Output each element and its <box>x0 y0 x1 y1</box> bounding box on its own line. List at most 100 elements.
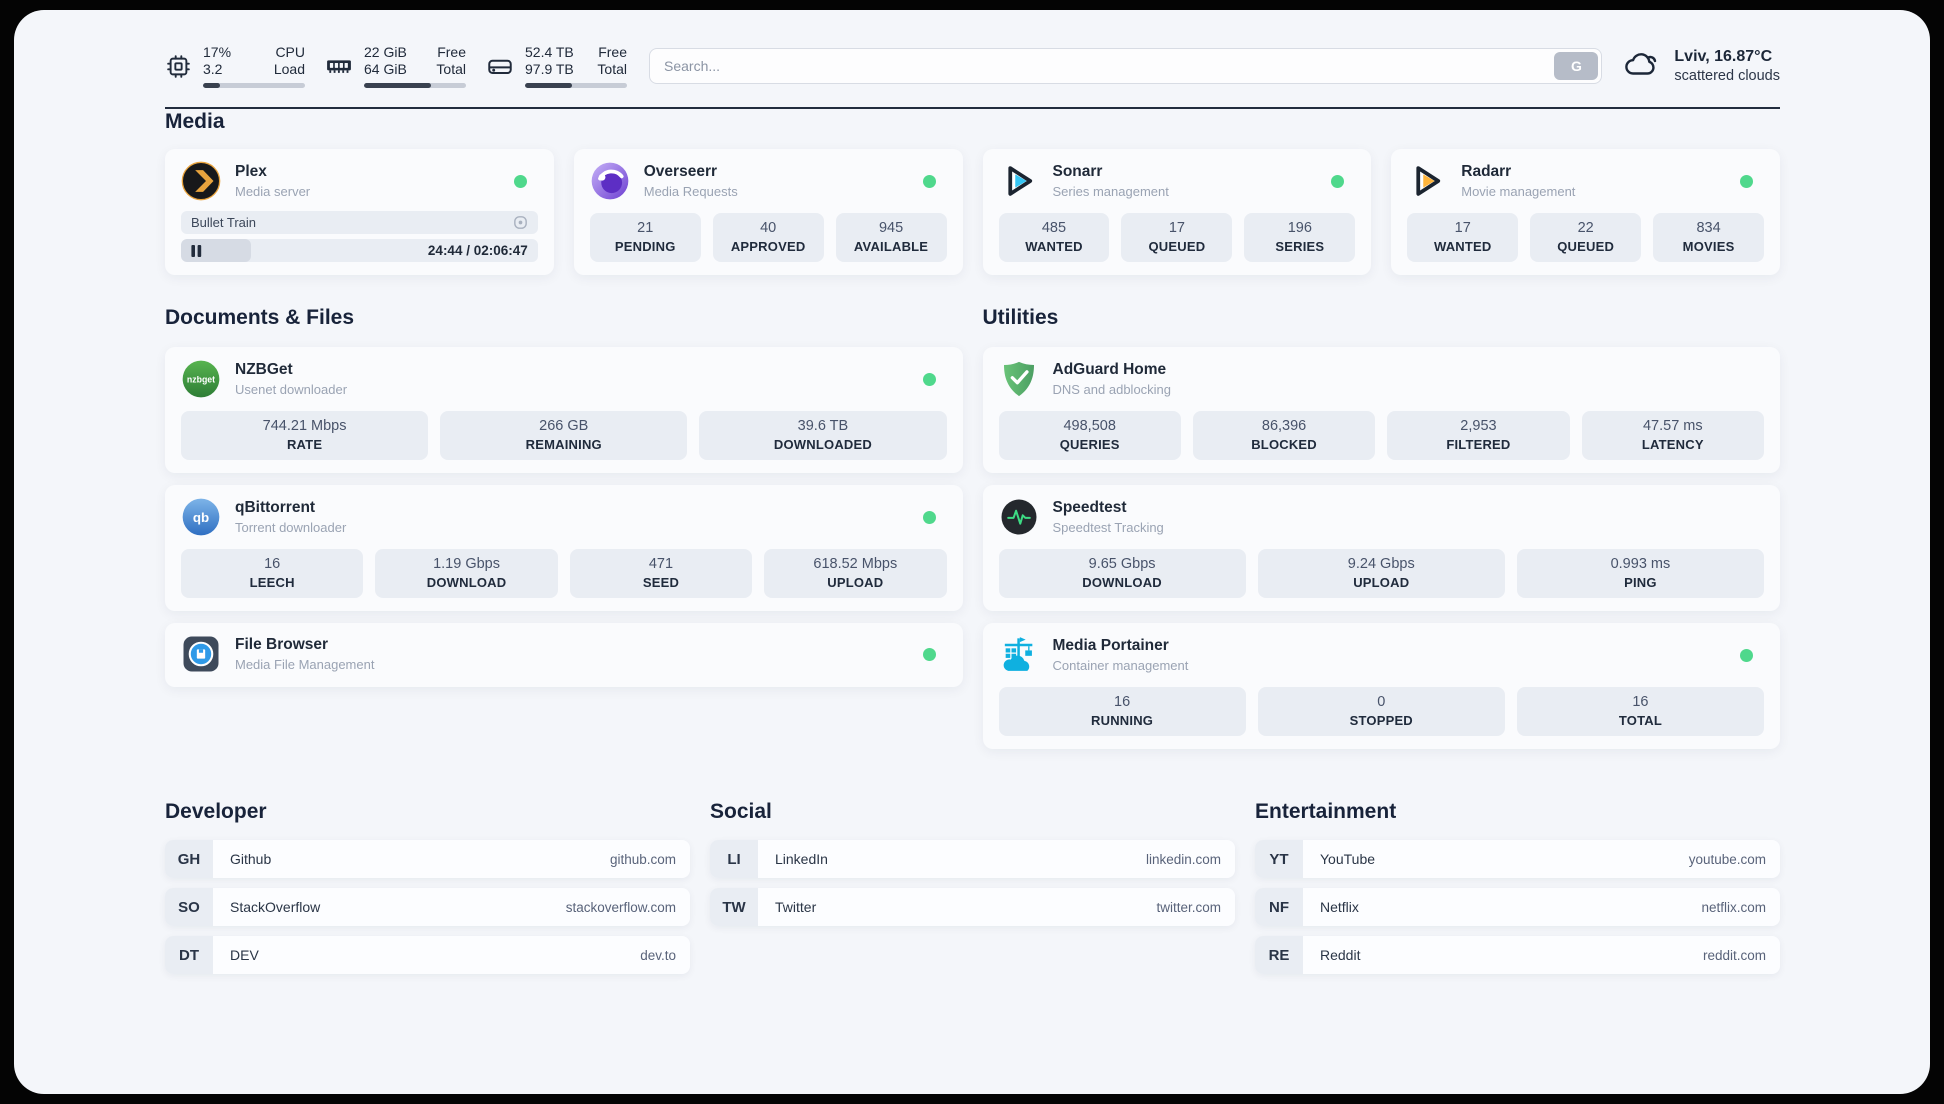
stat-download: 9.65 Gbps DOWNLOAD <box>998 549 1246 598</box>
pause-icon[interactable] <box>191 245 202 257</box>
app-title: qBittorrent <box>235 499 316 516</box>
stat-downloaded: 39.6 TB DOWNLOADED <box>699 411 947 460</box>
cpu-usage-widget: 17% CPU 3.2 Load <box>165 44 305 88</box>
memory-widget: 22 GiB Free 64 GiB Total <box>325 44 466 88</box>
dashboard-panel: 17% CPU 3.2 Load 22 GiB Free 64 GiB Total <box>14 10 1930 1094</box>
bookmark-name: Netflix <box>1320 899 1359 915</box>
stat-wanted: 17 WANTED <box>1407 213 1519 262</box>
stat-running: 16 RUNNING <box>998 687 1246 736</box>
app-title: Radarr <box>1461 163 1512 180</box>
app-title: AdGuard Home <box>1052 361 1167 378</box>
cpu-load-label: Load <box>273 61 305 77</box>
bookmark-stackoverflow[interactable]: SO StackOverflow stackoverflow.com <box>165 888 690 926</box>
ram-total-value: 64 GiB <box>364 61 407 77</box>
cpu-usage-bar-fill <box>203 83 221 88</box>
social-column: Social LI LinkedIn linkedin.com TW Twitt… <box>710 799 1235 974</box>
status-dot <box>922 510 936 524</box>
status-dot <box>922 372 936 386</box>
app-title: Sonarr <box>1052 163 1103 180</box>
ram-free-label: Free <box>437 44 466 60</box>
app-subtitle: Torrent downloader <box>235 520 347 535</box>
card-filebrowser[interactable]: File Browser Media File Management <box>165 623 963 687</box>
app-subtitle: Movie management <box>1461 184 1576 199</box>
media-grid: Plex Media server Bullet Train 24:44 / 0… <box>165 149 1780 275</box>
search-engine-button[interactable]: G <box>1554 52 1599 80</box>
card-sonarr[interactable]: Sonarr Series management 485 WANTED 17 Q… <box>982 149 1372 275</box>
stat-queued: 17 QUEUED <box>1121 213 1233 262</box>
stat-available: 945 AVAILABLE <box>835 213 947 262</box>
stat-wanted: 485 WANTED <box>998 213 1110 262</box>
bookmark-url: linkedin.com <box>1145 851 1221 867</box>
search-bar: G <box>649 48 1603 84</box>
section-title-utilities: Utilities <box>982 306 1059 329</box>
bookmark-url: github.com <box>609 851 676 867</box>
overseerr-icon <box>590 161 630 201</box>
app-title: File Browser <box>235 636 329 653</box>
app-subtitle: Media server <box>235 184 311 199</box>
card-qbittorrent[interactable]: qb qBittorrent Torrent downloader 16 LEE… <box>165 485 963 611</box>
card-adguard[interactable]: AdGuard Home DNS and adblocking 498,508 … <box>982 347 1780 473</box>
entertainment-column: Entertainment YT YouTube youtube.com NF … <box>1255 799 1780 974</box>
bookmark-url: twitter.com <box>1156 899 1221 915</box>
card-plex[interactable]: Plex Media server Bullet Train 24:44 / 0… <box>165 149 554 275</box>
status-dot <box>922 174 936 188</box>
stat-filtered: 2,953 FILTERED <box>1387 411 1570 460</box>
disk-total-label: Total <box>597 61 627 77</box>
bookmark-youtube[interactable]: YT YouTube youtube.com <box>1255 840 1780 878</box>
disk-usage-bar <box>525 83 627 88</box>
cpu-usage-value: 17% <box>203 44 232 60</box>
bookmark-name: StackOverflow <box>230 899 321 915</box>
card-portainer[interactable]: Media Portainer Container management 16 … <box>982 623 1780 749</box>
card-radarr[interactable]: Radarr Movie management 17 WANTED 22 QUE… <box>1391 149 1780 275</box>
ram-usage-bar-fill <box>364 83 432 88</box>
top-bar: 17% CPU 3.2 Load 22 GiB Free 64 GiB Total <box>165 38 1780 94</box>
app-subtitle: Container management <box>1052 658 1189 673</box>
developer-column: Developer GH Github github.com SO StackO… <box>165 799 690 974</box>
ram-icon <box>325 52 353 80</box>
ram-usage-bar <box>364 83 466 88</box>
app-subtitle: Speedtest Tracking <box>1052 520 1164 535</box>
bookmark-abbr: DT <box>165 936 213 974</box>
bookmark-netflix[interactable]: NF Netflix netflix.com <box>1255 888 1780 926</box>
filebrowser-icon <box>181 634 221 674</box>
bookmark-name: Twitter <box>775 899 817 915</box>
qbittorrent-icon-text: qb <box>193 510 209 525</box>
portainer-icon <box>999 635 1039 675</box>
ram-free-value: 22 GiB <box>364 44 407 60</box>
status-dot <box>1331 174 1345 188</box>
stat-series: 196 SERIES <box>1244 213 1356 262</box>
disk-total-value: 97.9 TB <box>525 61 574 77</box>
speedtest-icon <box>999 497 1039 537</box>
search-input[interactable] <box>649 48 1603 84</box>
bookmark-reddit[interactable]: RE Reddit reddit.com <box>1255 936 1780 974</box>
card-overseerr[interactable]: Overseerr Media Requests 21 PENDING 40 A… <box>573 149 963 275</box>
stat-queued: 22 QUEUED <box>1530 213 1642 262</box>
bookmark-abbr: LI <box>710 840 758 878</box>
app-subtitle: Series management <box>1052 184 1169 199</box>
bookmark-abbr: NF <box>1255 888 1303 926</box>
bookmark-linkedin[interactable]: LI LinkedIn linkedin.com <box>710 840 1235 878</box>
bookmark-name: LinkedIn <box>775 851 828 867</box>
disk-icon <box>486 52 514 80</box>
stat-latency: 47.57 ms LATENCY <box>1581 411 1764 460</box>
utilities-column: Utilities AdGuard Home DNS and adblockin… <box>982 305 1780 749</box>
header-divider <box>165 107 1780 109</box>
card-speedtest[interactable]: Speedtest Speedtest Tracking 9.65 Gbps D… <box>982 485 1780 611</box>
system-stats: 17% CPU 3.2 Load 22 GiB Free 64 GiB Total <box>165 44 627 88</box>
app-subtitle: Media Requests <box>643 184 738 199</box>
app-subtitle: Media File Management <box>235 657 375 672</box>
stat-remaining: 266 GB REMAINING <box>440 411 688 460</box>
plex-progress-bar[interactable]: 24:44 / 02:06:47 <box>181 239 538 262</box>
status-dot <box>1740 648 1753 662</box>
weather-condition: scattered clouds <box>1674 67 1780 84</box>
bookmark-dev[interactable]: DT DEV dev.to <box>165 936 690 974</box>
bookmark-twitter[interactable]: TW Twitter twitter.com <box>710 888 1235 926</box>
app-title: Overseerr <box>643 163 718 180</box>
stat-pending: 21 PENDING <box>589 213 701 262</box>
bookmark-name: DEV <box>230 947 259 963</box>
bookmark-url: youtube.com <box>1688 851 1766 867</box>
nzbget-icon-text: nzbget <box>187 374 215 384</box>
card-nzbget[interactable]: nzbget NZBGet Usenet downloader 744.21 M… <box>165 347 963 473</box>
section-title-documents: Documents & Files <box>165 306 355 329</box>
bookmark-github[interactable]: GH Github github.com <box>165 840 690 878</box>
